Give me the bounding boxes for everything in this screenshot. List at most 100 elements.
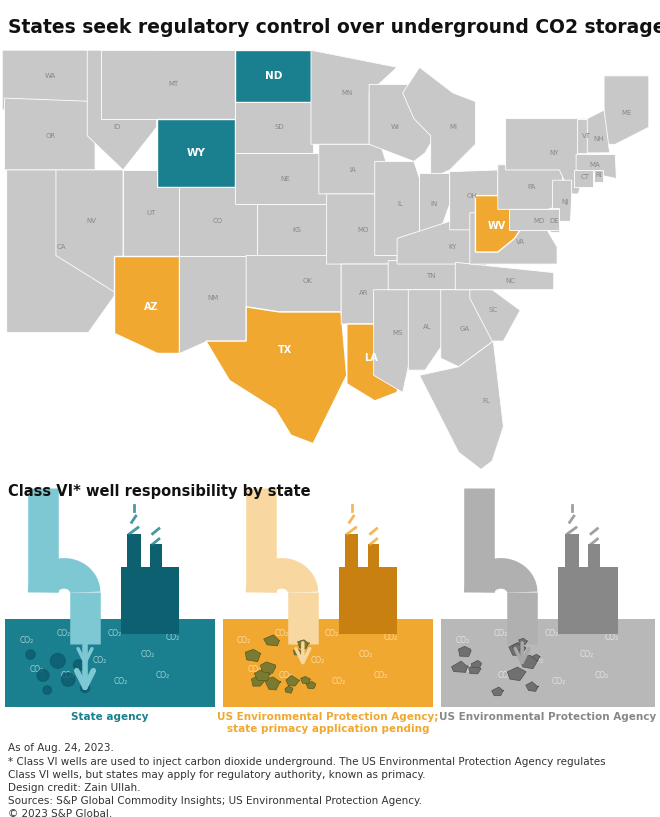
Text: FL: FL <box>482 398 490 404</box>
Polygon shape <box>235 101 314 153</box>
Text: US Environmental Protection Agency: US Environmental Protection Agency <box>439 712 657 722</box>
Text: CO₂: CO₂ <box>579 650 593 659</box>
Polygon shape <box>506 118 599 194</box>
Circle shape <box>26 650 35 659</box>
Polygon shape <box>441 290 493 367</box>
Polygon shape <box>257 204 335 256</box>
Text: ID: ID <box>114 124 121 130</box>
Polygon shape <box>156 118 235 187</box>
Polygon shape <box>470 212 557 264</box>
Polygon shape <box>531 654 540 661</box>
Circle shape <box>61 673 75 686</box>
Polygon shape <box>179 256 246 353</box>
Polygon shape <box>179 187 257 256</box>
Text: CO₂: CO₂ <box>466 665 480 674</box>
Text: LA: LA <box>364 353 378 364</box>
Text: RI: RI <box>595 172 602 178</box>
Text: CO₂: CO₂ <box>166 633 180 642</box>
Polygon shape <box>576 154 616 178</box>
Polygon shape <box>420 173 449 242</box>
Text: GA: GA <box>459 326 469 332</box>
Text: UT: UT <box>147 210 156 216</box>
Polygon shape <box>286 676 300 686</box>
Bar <box>127 534 141 567</box>
Text: CO₂: CO₂ <box>551 677 566 686</box>
Text: CO₂: CO₂ <box>57 629 71 638</box>
Polygon shape <box>294 649 302 655</box>
Polygon shape <box>469 665 481 674</box>
Polygon shape <box>285 686 293 693</box>
Polygon shape <box>550 208 559 231</box>
Text: WA: WA <box>45 73 56 79</box>
Polygon shape <box>459 646 471 656</box>
Polygon shape <box>498 165 563 209</box>
Text: CO₂: CO₂ <box>358 650 373 659</box>
Bar <box>121 567 180 634</box>
Circle shape <box>43 686 51 694</box>
Polygon shape <box>101 50 235 118</box>
Text: CO: CO <box>213 218 223 225</box>
Text: States seek regulatory control over underground CO2 storage: States seek regulatory control over unde… <box>8 18 660 37</box>
Bar <box>5 619 215 707</box>
Text: CA: CA <box>57 244 66 250</box>
Text: MD: MD <box>533 218 544 225</box>
Polygon shape <box>5 98 95 170</box>
Polygon shape <box>375 162 420 256</box>
Polygon shape <box>87 50 156 170</box>
Text: ND: ND <box>265 71 282 81</box>
Text: KS: KS <box>292 227 301 233</box>
Text: CO₂: CO₂ <box>384 633 398 642</box>
Text: CO₂: CO₂ <box>141 650 155 659</box>
Text: AL: AL <box>423 324 432 330</box>
Polygon shape <box>552 181 572 221</box>
Text: MI: MI <box>449 124 457 130</box>
Polygon shape <box>298 640 310 649</box>
Bar <box>441 619 655 707</box>
Text: CO₂: CO₂ <box>275 629 289 638</box>
Polygon shape <box>451 661 468 672</box>
Text: PA: PA <box>527 184 535 190</box>
Text: DE: DE <box>549 218 558 225</box>
Text: NV: NV <box>86 218 97 225</box>
Polygon shape <box>475 195 531 252</box>
Polygon shape <box>403 67 475 178</box>
Polygon shape <box>56 170 123 293</box>
Polygon shape <box>604 76 649 145</box>
Polygon shape <box>306 681 315 689</box>
Polygon shape <box>300 676 311 684</box>
Polygon shape <box>507 667 526 681</box>
Polygon shape <box>420 341 504 470</box>
Polygon shape <box>374 290 414 392</box>
Polygon shape <box>388 261 486 290</box>
Text: OK: OK <box>303 278 313 284</box>
Text: CO₂: CO₂ <box>108 629 121 638</box>
Bar <box>345 534 358 567</box>
Text: CO₂: CO₂ <box>310 656 325 665</box>
Text: CO₂: CO₂ <box>374 671 387 680</box>
Text: SC: SC <box>489 307 498 313</box>
Polygon shape <box>206 307 346 444</box>
Polygon shape <box>574 170 593 187</box>
Polygon shape <box>123 170 179 256</box>
Text: CO₂: CO₂ <box>494 629 508 638</box>
Text: CO₂: CO₂ <box>114 677 128 686</box>
Text: Class VI* well responsibility by state: Class VI* well responsibility by state <box>8 484 311 498</box>
Circle shape <box>81 683 90 693</box>
Polygon shape <box>114 256 179 353</box>
Polygon shape <box>264 635 280 645</box>
Text: MS: MS <box>392 329 403 336</box>
Polygon shape <box>512 644 521 651</box>
Text: CO₂: CO₂ <box>237 636 251 645</box>
Polygon shape <box>509 209 559 230</box>
Polygon shape <box>235 50 314 101</box>
Text: CO₂: CO₂ <box>530 656 544 665</box>
Polygon shape <box>311 50 397 145</box>
Polygon shape <box>519 638 527 645</box>
Text: CO₂: CO₂ <box>605 633 619 642</box>
Circle shape <box>37 670 49 681</box>
Text: CO₂: CO₂ <box>92 656 107 665</box>
Text: CO₂: CO₂ <box>325 629 339 638</box>
Text: MO: MO <box>358 227 369 233</box>
Text: VA: VA <box>515 239 525 245</box>
Polygon shape <box>409 290 449 370</box>
